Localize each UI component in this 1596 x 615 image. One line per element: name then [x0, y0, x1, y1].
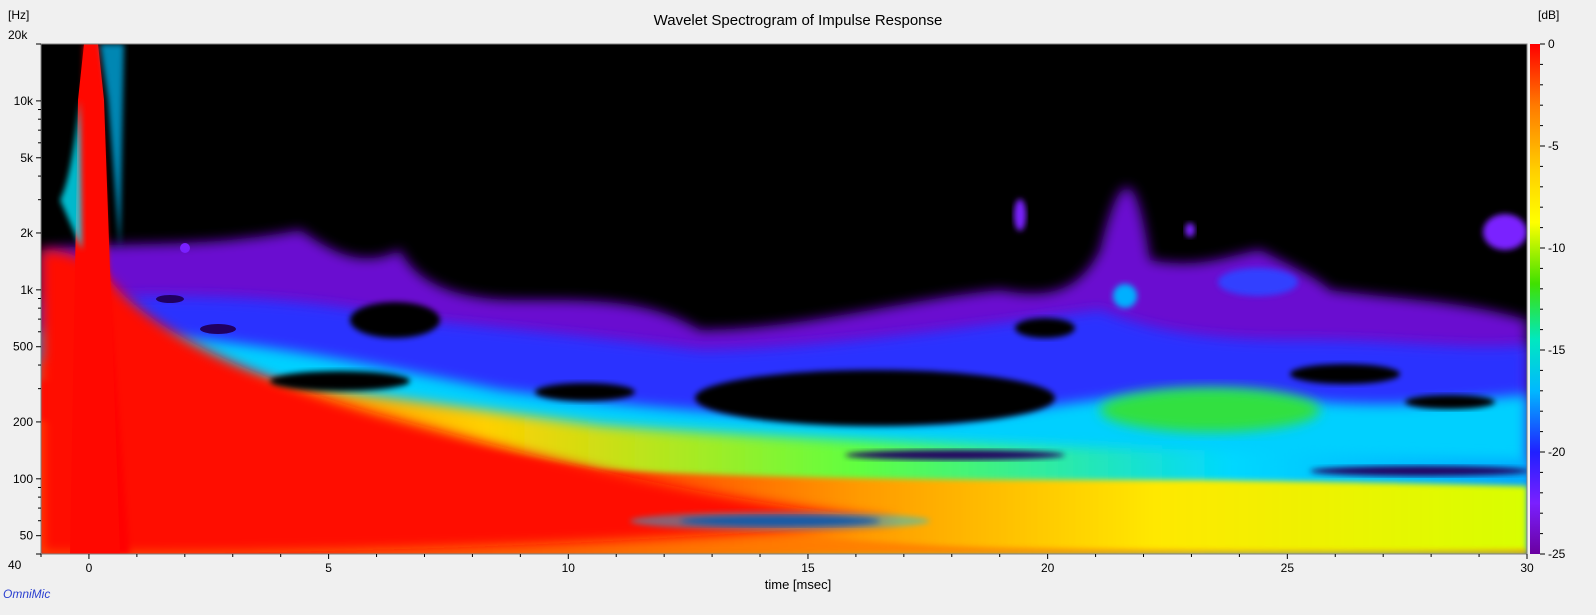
heatmap-image	[41, 44, 1527, 554]
x-tick-label: 10	[562, 561, 576, 575]
colorbar-tick-label: 0	[1548, 37, 1555, 51]
colorbar-tick-label: -10	[1548, 241, 1566, 255]
colorbar-tick-label: -25	[1548, 547, 1566, 561]
x-tick-label: 5	[325, 561, 332, 575]
x-tick-label: 30	[1520, 561, 1534, 575]
y-tick-label: 500	[13, 340, 33, 354]
y-axis-unit: [Hz]	[8, 8, 30, 22]
x-tick-label: 25	[1281, 561, 1295, 575]
colorbar-tick-label: -15	[1548, 343, 1566, 357]
colorbar-tick-label: -20	[1548, 445, 1566, 459]
y-tick-label: 50	[20, 529, 34, 543]
colorbar-unit: [dB]	[1538, 8, 1560, 22]
x-axis-label: time [msec]	[764, 577, 832, 592]
x-tick-label: 20	[1041, 561, 1055, 575]
y-tick-label: 1k	[20, 283, 34, 297]
colorbar-tick-label: -5	[1548, 139, 1559, 153]
colorbar-axis: 0 -5 -10 -15 -20 -25	[1540, 37, 1566, 561]
y-tick-label: 10k	[14, 94, 34, 108]
colorbar	[1530, 44, 1540, 554]
y-tick-label: 5k	[20, 151, 34, 165]
brand-label: OmniMic	[3, 587, 51, 601]
y-axis: 40 50 100 200 500 1k 2k 5k 10k 20k	[8, 28, 41, 572]
y-tick-label: 40	[8, 558, 22, 572]
plot-frame	[40, 43, 1528, 555]
null-region	[270, 371, 410, 391]
y-tick-label: 20k	[8, 28, 28, 42]
x-tick-label: 15	[801, 561, 815, 575]
y-tick-label: 100	[13, 472, 33, 486]
y-tick-label: 2k	[20, 226, 34, 240]
y-tick-label: 200	[13, 415, 33, 429]
x-axis: 0 5 10 15 20 25 30	[40, 554, 1534, 575]
chart-title: Wavelet Spectrogram of Impulse Response	[653, 12, 943, 29]
x-tick-label: 0	[86, 561, 93, 575]
